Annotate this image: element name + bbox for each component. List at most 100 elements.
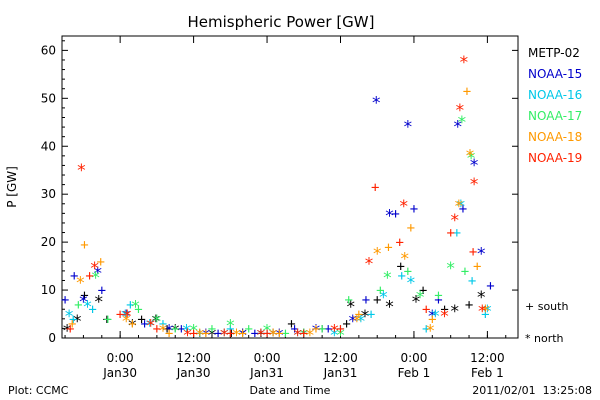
point-noaa-16-north: *	[293, 326, 303, 346]
point-metp-02-north: *	[411, 293, 421, 313]
point-metp-02-north: *	[384, 297, 394, 317]
point-metp-02-south: +	[103, 312, 111, 328]
x-tick-label-time: 12:00	[323, 351, 358, 365]
point-noaa-15-north: *	[311, 321, 321, 341]
point-noaa-17-south: +	[74, 297, 82, 313]
point-noaa-18-north: *	[400, 250, 410, 270]
point-metp-02-south: +	[396, 259, 404, 275]
point-noaa-15-south: +	[251, 326, 259, 342]
point-noaa-16-north: *	[145, 317, 155, 337]
point-noaa-15-south: +	[486, 278, 494, 294]
point-noaa-18-north: *	[195, 326, 205, 346]
legend-noaa-17: NOAA-17	[528, 109, 582, 123]
marker-legend-south: + south	[525, 300, 568, 313]
point-noaa-15-north: *	[348, 312, 358, 332]
point-noaa-15-north: *	[403, 118, 413, 138]
point-noaa-16-south: +	[88, 302, 96, 318]
point-noaa-17-north: *	[466, 149, 476, 169]
legend-noaa-15: NOAA-15	[528, 67, 582, 81]
point-noaa-15-north: *	[201, 326, 211, 346]
legend: METP-02 NOAA-15 NOAA-16 NOAA-17 NOAA-18 NOAA-…	[528, 46, 582, 165]
point-noaa-18-south: +	[128, 317, 136, 333]
point-noaa-16-south: +	[397, 269, 405, 285]
point-metp-02-south: +	[465, 297, 473, 313]
point-noaa-18-north: *	[454, 197, 464, 217]
point-metp-02-south: +	[195, 326, 203, 342]
point-noaa-19-south: +	[263, 326, 271, 342]
point-noaa-18-south: +	[407, 221, 415, 237]
point-noaa-19-south: +	[300, 326, 308, 342]
point-noaa-15-north: *	[384, 206, 394, 226]
point-metp-02-south: +	[419, 283, 427, 299]
point-metp-02-north: *	[94, 293, 104, 313]
point-noaa-18-south: +	[202, 326, 210, 342]
x-axis-label: Date and Time	[250, 384, 331, 397]
point-noaa-18-south: +	[355, 307, 363, 323]
point-metp-02-south: +	[227, 326, 235, 342]
point-noaa-19-south: +	[422, 302, 430, 318]
point-noaa-19-south: +	[446, 226, 454, 242]
point-noaa-17-north: *	[446, 259, 456, 279]
point-noaa-19-north: *	[329, 321, 339, 341]
point-noaa-17-north: *	[262, 321, 272, 341]
point-noaa-16-north: *	[406, 273, 416, 293]
point-noaa-17-north: *	[225, 317, 235, 337]
point-metp-02-north: *	[360, 307, 370, 327]
point-noaa-19-north: *	[122, 307, 132, 327]
point-noaa-19-south: +	[336, 321, 344, 337]
point-noaa-18-south: +	[312, 321, 320, 337]
point-metp-02-south: +	[373, 293, 381, 309]
point-noaa-17-north: *	[299, 326, 309, 346]
point-noaa-19-north: *	[469, 175, 479, 195]
point-noaa-17-south: +	[376, 283, 384, 299]
y-tick-label: 40	[41, 139, 56, 153]
point-noaa-17-north: *	[457, 113, 467, 133]
point-noaa-16-south: +	[336, 321, 344, 337]
point-noaa-16-south: +	[159, 317, 167, 333]
marker-legend-north: * north	[525, 332, 564, 345]
point-noaa-16-south: +	[126, 297, 134, 313]
x-tick-label-day: Feb 1	[471, 366, 504, 380]
point-noaa-18-south: +	[68, 317, 76, 333]
point-noaa-18-south: +	[80, 238, 88, 254]
point-noaa-15-south: +	[459, 202, 467, 218]
point-noaa-17-north: *	[415, 288, 425, 308]
point-metp-02-south: +	[80, 288, 88, 304]
point-noaa-18-north: *	[425, 321, 435, 341]
point-noaa-16-north: *	[82, 297, 92, 317]
point-noaa-15-north: *	[427, 307, 437, 327]
point-noaa-18-north: *	[268, 326, 278, 346]
point-noaa-17-south: +	[461, 264, 469, 280]
point-noaa-18-north: *	[75, 273, 85, 293]
point-noaa-17-south: +	[244, 321, 252, 337]
legend-metp-02: METP-02	[528, 46, 580, 60]
y-tick-label: 10	[41, 283, 56, 297]
point-noaa-17-north: *	[382, 269, 392, 289]
point-noaa-16-north: *	[256, 326, 266, 346]
point-noaa-15-north: *	[476, 245, 486, 265]
y-tick-label: 20	[41, 235, 56, 249]
point-noaa-18-north: *	[121, 312, 131, 332]
point-noaa-17-south: +	[134, 302, 142, 318]
y-tick-label: 60	[41, 43, 56, 57]
plot-frame	[61, 35, 519, 339]
y-tick-label: 30	[41, 187, 56, 201]
point-noaa-19-north: *	[256, 326, 266, 346]
point-metp-02-north: *	[72, 312, 82, 332]
footer-right: 2011/02/01 13:25:08	[472, 384, 592, 397]
point-noaa-18-north: *	[372, 245, 382, 265]
point-noaa-19-north: *	[399, 197, 409, 217]
point-metp-02-north: *	[476, 288, 486, 308]
x-axis: 0:00Jan3012:00Jan300:00Jan3112:00Jan310:…	[64, 36, 507, 380]
data-points: ++ ++ + + ++ + +++++ +* *** * * * * * ** * * * **++++ + + + + +…	[61, 53, 495, 346]
point-noaa-15-south: +	[391, 206, 399, 222]
x-tick-label-day: Jan30	[176, 366, 211, 380]
point-metp-02-south: +	[318, 321, 326, 337]
point-noaa-16-south: +	[468, 273, 476, 289]
x-tick-label-time: 0:00	[254, 351, 281, 365]
point-noaa-15-north: *	[93, 264, 103, 284]
point-noaa-16-south: +	[453, 226, 461, 242]
point-metp-02-south: +	[342, 317, 350, 333]
point-noaa-18-south: +	[384, 240, 392, 256]
point-noaa-19-south: +	[116, 307, 124, 323]
